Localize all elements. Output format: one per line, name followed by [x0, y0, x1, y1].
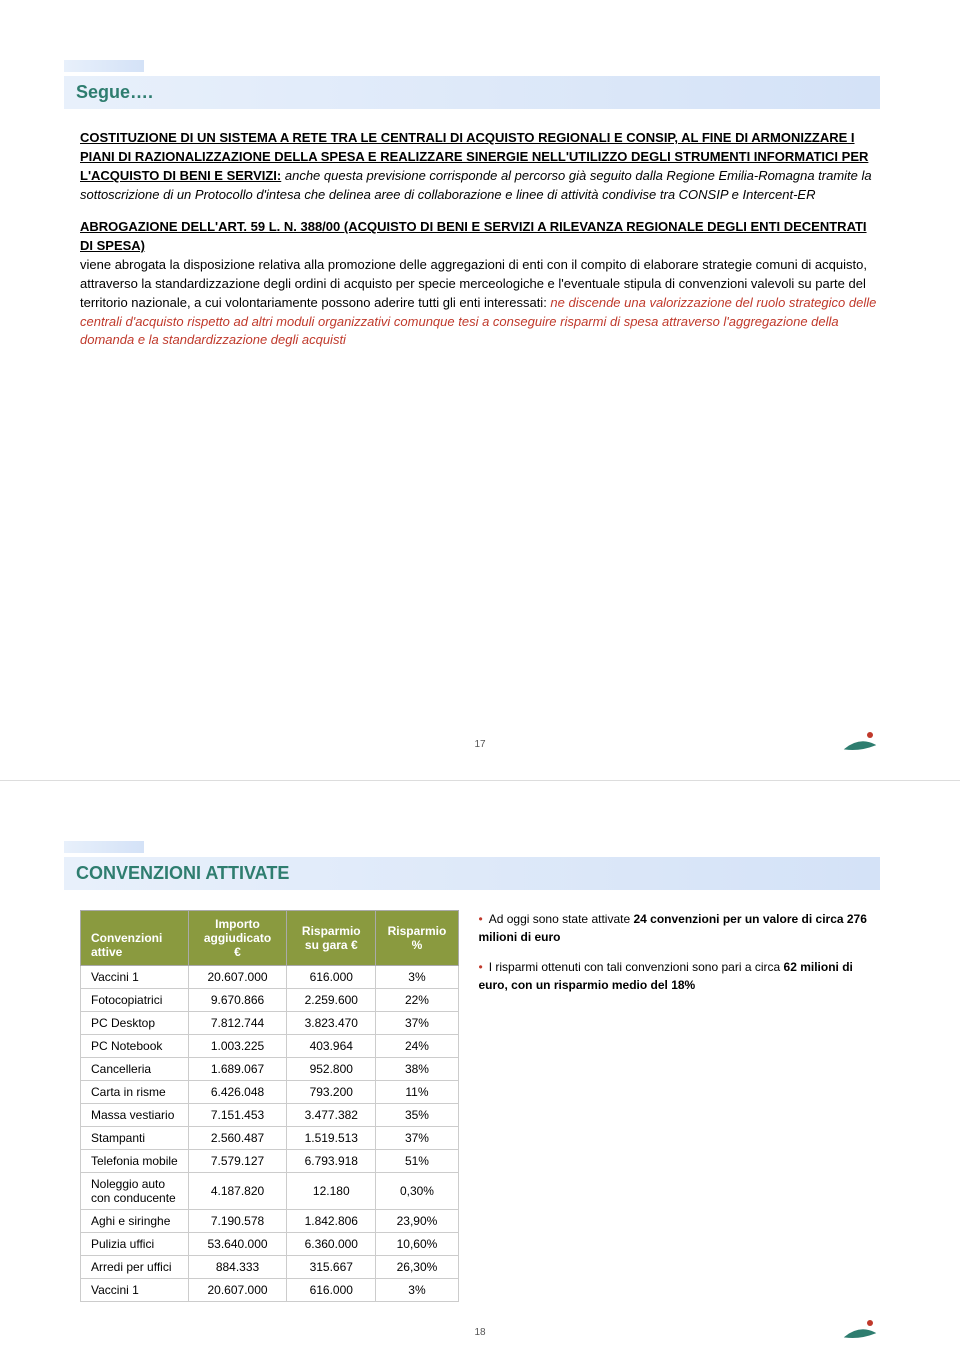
cell-importo: 1.003.225 [188, 1035, 286, 1058]
cell-name: Carta in risme [81, 1081, 189, 1104]
table-row: Arredi per uffici884.333315.66726,30% [81, 1256, 459, 1279]
logo-icon [840, 731, 880, 760]
cell-pct: 35% [376, 1104, 458, 1127]
cell-pct: 23,90% [376, 1210, 458, 1233]
cell-risparmio: 793.200 [287, 1081, 376, 1104]
table-row: Cancelleria1.689.067952.80038% [81, 1058, 459, 1081]
cell-name: Noleggio auto con conducente [81, 1173, 189, 1210]
cell-importo: 884.333 [188, 1256, 286, 1279]
title-bar-2: CONVENZIONI ATTIVATE [64, 857, 880, 890]
convenzioni-table: Convenzioni attive Importo aggiudicato €… [80, 910, 459, 1302]
slide-title: Segue…. [76, 82, 868, 103]
bullet1-a: Ad oggi sono state attivate [489, 912, 634, 926]
table-row: Fotocopiatrici9.670.8662.259.60022% [81, 989, 459, 1012]
table-row: Aghi e siringhe7.190.5781.842.80623,90% [81, 1210, 459, 1233]
table-row: Vaccini 120.607.000616.0003% [81, 966, 459, 989]
table-row: Carta in risme6.426.048793.20011% [81, 1081, 459, 1104]
cell-pct: 37% [376, 1012, 458, 1035]
paragraph-2: ABROGAZIONE DELL'ART. 59 L. N. 388/00 (A… [80, 218, 880, 350]
bullet-1: •Ad oggi sono state attivate 24 convenzi… [479, 910, 881, 946]
cell-name: Massa vestiario [81, 1104, 189, 1127]
cell-importo: 53.640.000 [188, 1233, 286, 1256]
cell-importo: 2.560.487 [188, 1127, 286, 1150]
cell-importo: 20.607.000 [188, 1279, 286, 1302]
cell-risparmio: 952.800 [287, 1058, 376, 1081]
cell-importo: 9.670.866 [188, 989, 286, 1012]
cell-risparmio: 3.823.470 [287, 1012, 376, 1035]
side-notes: •Ad oggi sono state attivate 24 convenzi… [479, 910, 881, 1006]
cell-name: PC Desktop [81, 1012, 189, 1035]
cell-name: Fotocopiatrici [81, 989, 189, 1012]
cell-name: Aghi e siringhe [81, 1210, 189, 1233]
cell-name: Vaccini 1 [81, 1279, 189, 1302]
title-accent-2 [64, 841, 144, 853]
slide-1: Segue…. COSTITUZIONE DI UN SISTEMA A RET… [0, 0, 960, 780]
table-row: Massa vestiario7.151.4533.477.38235% [81, 1104, 459, 1127]
cell-risparmio: 3.477.382 [287, 1104, 376, 1127]
cell-risparmio: 12.180 [287, 1173, 376, 1210]
cell-pct: 22% [376, 989, 458, 1012]
cell-pct: 0,30% [376, 1173, 458, 1210]
title-accent [64, 60, 144, 72]
bullet-dot-icon: • [479, 960, 483, 974]
cell-pct: 3% [376, 1279, 458, 1302]
page-number-2: 18 [0, 1327, 960, 1338]
cell-importo: 4.187.820 [188, 1173, 286, 1210]
table-wrap: Convenzioni attive Importo aggiudicato €… [80, 910, 880, 1302]
cell-pct: 24% [376, 1035, 458, 1058]
cell-name: Vaccini 1 [81, 966, 189, 989]
th-convenzioni: Convenzioni attive [81, 911, 189, 966]
cell-name: Pulizia uffici [81, 1233, 189, 1256]
cell-risparmio: 6.360.000 [287, 1233, 376, 1256]
cell-risparmio: 1.842.806 [287, 1210, 376, 1233]
cell-importo: 1.689.067 [188, 1058, 286, 1081]
bullet-2: • I risparmi ottenuti con tali convenzion… [479, 958, 881, 994]
cell-name: PC Notebook [81, 1035, 189, 1058]
cell-importo: 6.426.048 [188, 1081, 286, 1104]
paragraph-1: COSTITUZIONE DI UN SISTEMA A RETE TRA LE… [80, 129, 880, 204]
bullet-dot-icon: • [479, 912, 483, 926]
cell-name: Stampanti [81, 1127, 189, 1150]
cell-name: Telefonia mobile [81, 1150, 189, 1173]
cell-pct: 11% [376, 1081, 458, 1104]
th-risparmio-gara: Risparmio su gara € [287, 911, 376, 966]
cell-pct: 51% [376, 1150, 458, 1173]
para2-heading: ABROGAZIONE DELL'ART. 59 L. N. 388/00 (A… [80, 219, 867, 253]
table-row: PC Notebook1.003.225403.96424% [81, 1035, 459, 1058]
cell-importo: 7.190.578 [188, 1210, 286, 1233]
cell-importo: 7.812.744 [188, 1012, 286, 1035]
bullet2-a: I risparmi ottenuti con tali convenzioni… [489, 960, 784, 974]
cell-name: Cancelleria [81, 1058, 189, 1081]
table-row: Noleggio auto con conducente4.187.82012.… [81, 1173, 459, 1210]
cell-risparmio: 616.000 [287, 966, 376, 989]
cell-pct: 10,60% [376, 1233, 458, 1256]
table-row: Pulizia uffici53.640.0006.360.00010,60% [81, 1233, 459, 1256]
table-row: PC Desktop7.812.7443.823.47037% [81, 1012, 459, 1035]
table-row: Vaccini 120.607.000616.0003% [81, 1279, 459, 1302]
cell-risparmio: 315.667 [287, 1256, 376, 1279]
table-row: Telefonia mobile7.579.1276.793.91851% [81, 1150, 459, 1173]
cell-importo: 7.151.453 [188, 1104, 286, 1127]
cell-pct: 37% [376, 1127, 458, 1150]
table-row: Stampanti2.560.4871.519.51337% [81, 1127, 459, 1150]
cell-pct: 38% [376, 1058, 458, 1081]
cell-risparmio: 403.964 [287, 1035, 376, 1058]
cell-pct: 26,30% [376, 1256, 458, 1279]
logo-icon-2 [840, 1319, 880, 1348]
cell-risparmio: 2.259.600 [287, 989, 376, 1012]
slide-2: CONVENZIONI ATTIVATE Convenzioni attive … [0, 781, 960, 1368]
title-bar: Segue…. [64, 76, 880, 109]
cell-risparmio: 1.519.513 [287, 1127, 376, 1150]
th-importo: Importo aggiudicato € [188, 911, 286, 966]
cell-name: Arredi per uffici [81, 1256, 189, 1279]
page-number: 17 [0, 739, 960, 750]
cell-pct: 3% [376, 966, 458, 989]
slide2-title: CONVENZIONI ATTIVATE [76, 863, 868, 884]
cell-importo: 7.579.127 [188, 1150, 286, 1173]
cell-importo: 20.607.000 [188, 966, 286, 989]
cell-risparmio: 616.000 [287, 1279, 376, 1302]
cell-risparmio: 6.793.918 [287, 1150, 376, 1173]
th-risparmio-pct: Risparmio % [376, 911, 458, 966]
